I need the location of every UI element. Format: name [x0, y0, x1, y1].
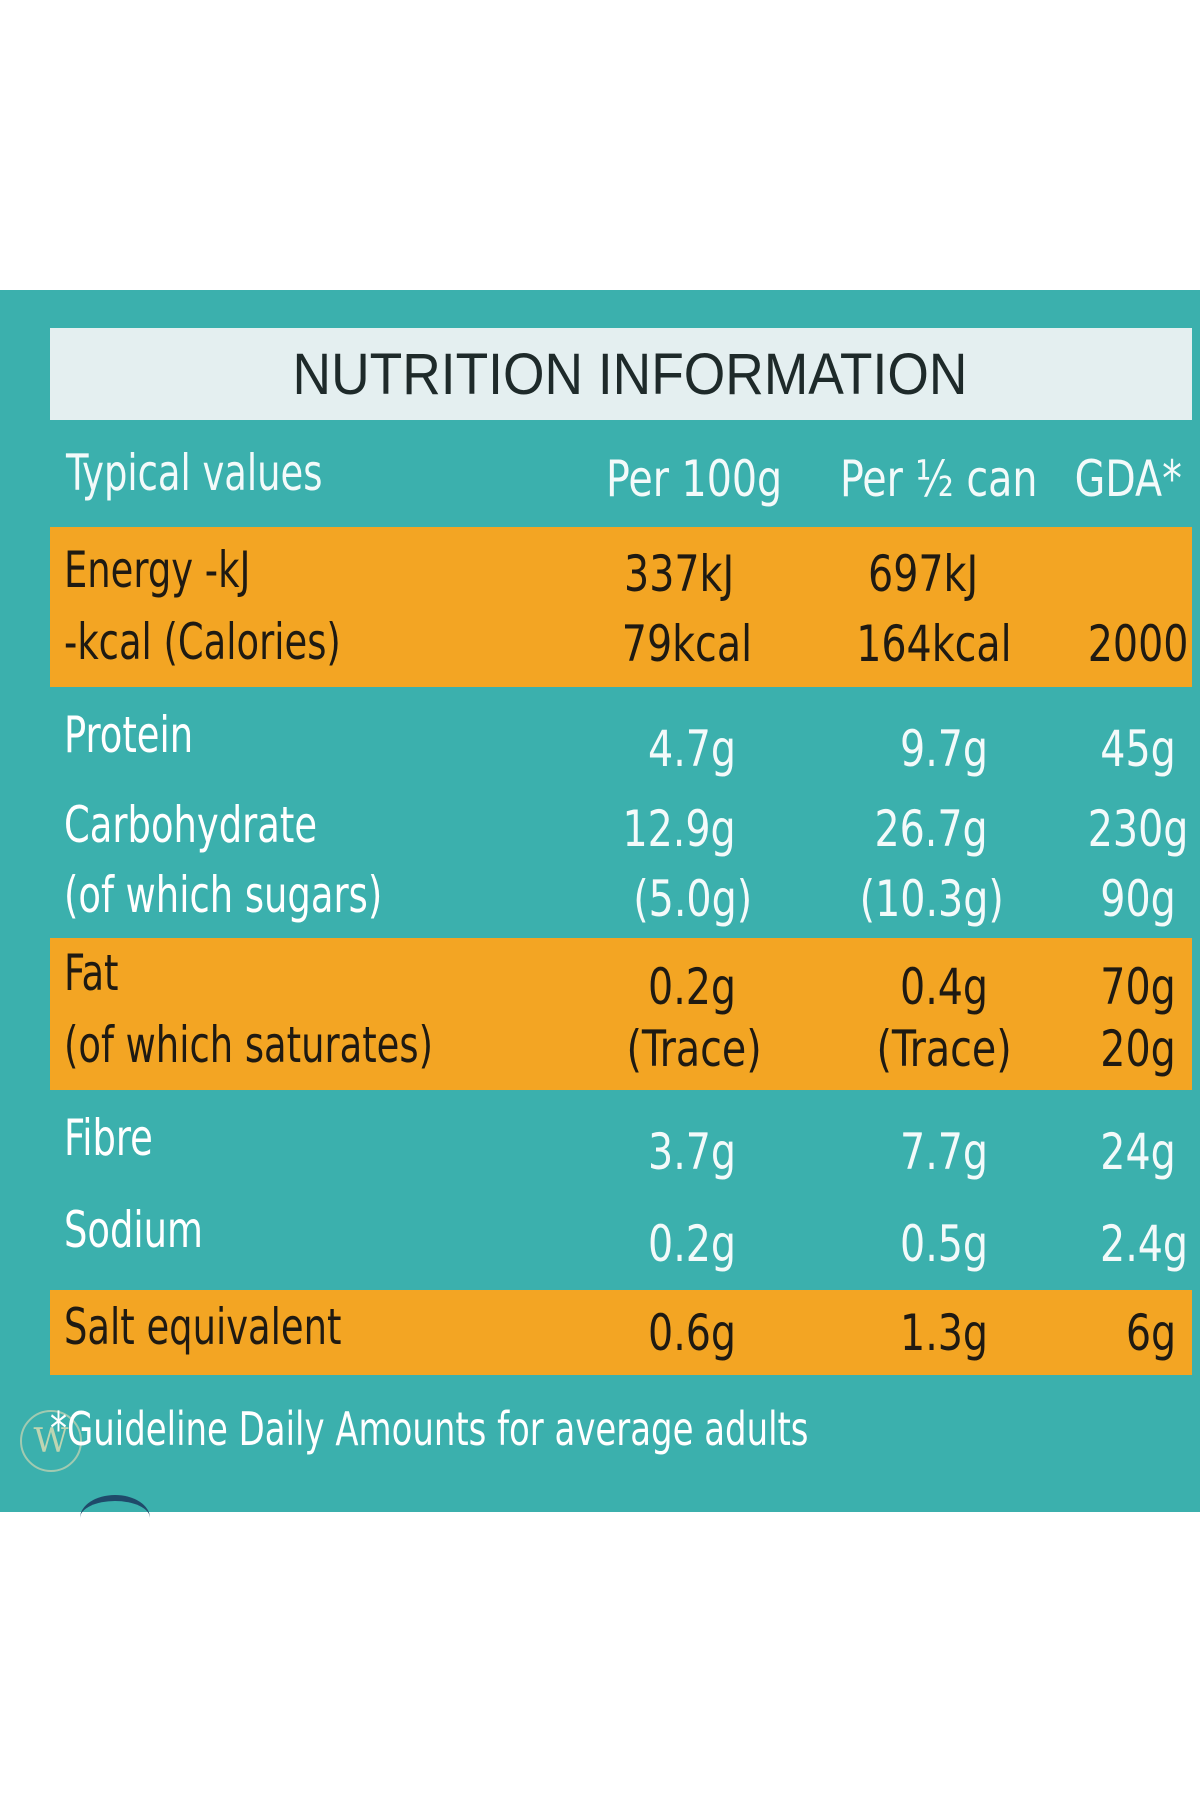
row-per100: 0.2g: [647, 958, 736, 1016]
row-perhalf: 0.4g: [899, 958, 988, 1016]
row-label: Protein: [64, 706, 194, 764]
row-perhalf: 0.5g: [899, 1215, 988, 1273]
energy-band: Energy -kJ 337kJ 697kJ -kcal (Calories) …: [50, 527, 1192, 687]
sodium-row: Sodium 0.2g 0.5g 2.4g: [50, 1195, 1192, 1275]
header-gda: GDA*: [1074, 450, 1182, 508]
row-per100: 0.2g: [647, 1215, 736, 1273]
header-per-100g: Per 100g: [605, 450, 782, 508]
row-per100: 4.7g: [647, 720, 736, 778]
row-label: Energy -kJ: [64, 541, 251, 599]
row-perhalf: 1.3g: [899, 1304, 988, 1362]
header-typical-values: Typical values: [66, 444, 323, 502]
row-perhalf: 697kJ: [867, 545, 978, 603]
row-per100: (Trace): [626, 1020, 762, 1078]
decorative-arc-icon: [80, 1495, 150, 1541]
fat-band: Fat 0.2g 0.4g 70g (of which saturates) (…: [50, 938, 1192, 1090]
salt-band: Salt equivalent 0.6g 1.3g 6g: [50, 1290, 1192, 1375]
row-perhalf: (Trace): [876, 1020, 1012, 1078]
row-per100: (5.0g): [633, 870, 752, 928]
row-per100: 0.6g: [647, 1304, 736, 1362]
row-gda: 70g: [1100, 958, 1176, 1016]
nutrition-panel: NUTRITION INFORMATION Typical values Per…: [0, 290, 1200, 1512]
row-gda: 230g: [1087, 800, 1188, 858]
page-title: NUTRITION INFORMATION: [292, 341, 968, 407]
row-label: Fibre: [64, 1109, 153, 1167]
footnote: *Guideline Daily Amounts for average adu…: [50, 1402, 809, 1456]
row-perhalf: 7.7g: [899, 1123, 988, 1181]
row-label: Fat: [64, 944, 119, 1002]
row-perhalf: 9.7g: [899, 720, 988, 778]
watermark-logo-icon: W: [20, 1410, 82, 1472]
fibre-row: Fibre 3.7g 7.7g 24g: [50, 1105, 1192, 1185]
row-per100: 12.9g: [622, 800, 736, 858]
row-label: Sodium: [64, 1201, 203, 1259]
row-label: (of which saturates): [64, 1016, 433, 1074]
row-perhalf: (10.3g): [859, 870, 1004, 928]
row-gda: 2.4g: [1099, 1215, 1188, 1273]
row-per100: 337kJ: [623, 545, 734, 603]
row-gda: 20g: [1100, 1020, 1176, 1078]
row-label: Salt equivalent: [64, 1298, 342, 1356]
row-perhalf: 164kcal: [856, 615, 1012, 673]
header-row: Typical values Per 100g Per ½ can GDA*: [50, 440, 1192, 510]
row-per100: 79kcal: [621, 615, 752, 673]
row-per100: 3.7g: [647, 1123, 736, 1181]
row-gda: 45g: [1100, 720, 1176, 778]
row-label: (of which sugars): [64, 866, 383, 924]
protein-row: Protein 4.7g 9.7g 45g: [50, 700, 1192, 780]
row-perhalf: 26.7g: [874, 800, 988, 858]
row-gda: 90g: [1100, 870, 1176, 928]
row-label: -kcal (Calories): [64, 613, 341, 671]
carbohydrate-row: Carbohydrate 12.9g 26.7g 230g (of which …: [50, 790, 1192, 940]
row-gda: 6g: [1125, 1304, 1176, 1362]
row-gda: 24g: [1100, 1123, 1176, 1181]
row-gda: 2000: [1087, 615, 1188, 673]
title-bar: NUTRITION INFORMATION: [50, 328, 1192, 420]
row-label: Carbohydrate: [64, 796, 318, 854]
header-per-half-can: Per ½ can: [839, 450, 1037, 508]
